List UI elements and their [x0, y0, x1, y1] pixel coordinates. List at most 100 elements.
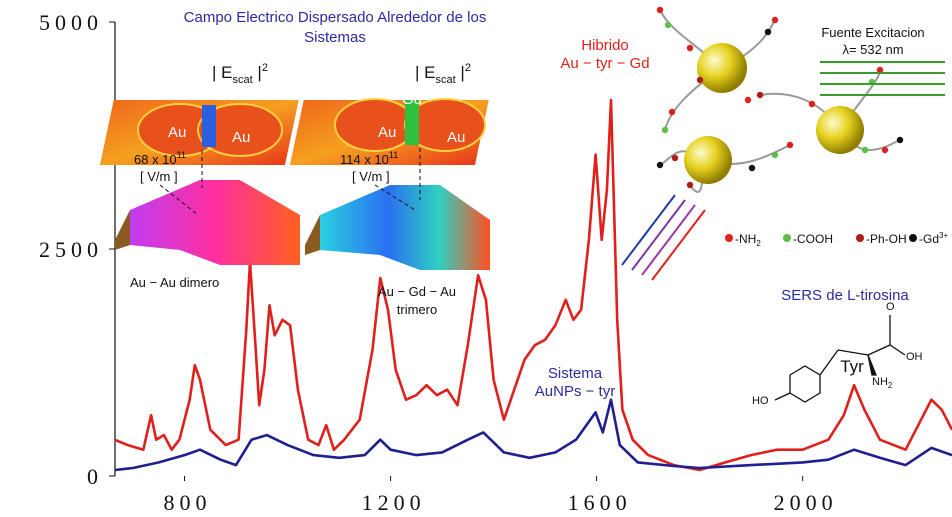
amine-sub: 2 — [888, 381, 893, 390]
series-label: Sistema — [548, 365, 603, 382]
group-dot — [656, 6, 664, 14]
group-dot — [696, 76, 704, 84]
group-text: -NH — [735, 232, 756, 246]
plot — [114, 98, 952, 472]
escat-text: | — [456, 63, 465, 82]
field-block-side — [115, 210, 130, 250]
escat-sup: 2 — [262, 62, 268, 74]
particle-label: Gd — [402, 91, 422, 108]
x-tick-label: 2000 — [774, 490, 838, 515]
series-label: Hibrido — [581, 37, 629, 54]
group-sub: 2 — [756, 239, 761, 248]
group-dot — [783, 234, 791, 242]
pointer — [159, 184, 199, 216]
group-dot — [661, 126, 669, 134]
group-dot — [668, 108, 676, 116]
bond — [889, 344, 906, 356]
field-value: 114 x 1011 — [340, 150, 398, 167]
series-line — [114, 398, 952, 472]
field-value: 68 x 1011 — [134, 150, 186, 167]
arrow — [651, 209, 706, 281]
pointer — [374, 184, 416, 211]
group-dots — [656, 6, 904, 189]
escat-text: | E — [212, 63, 232, 82]
group-dot — [748, 164, 756, 172]
particle-label: Au — [447, 129, 465, 146]
field-sup: 11 — [389, 150, 398, 160]
axes: 0 2500 5000 800 1200 1600 2000 — [39, 10, 838, 515]
particle-label: Au — [378, 124, 396, 141]
escat-sub: scat — [435, 74, 455, 86]
escat-text: | E — [415, 63, 435, 82]
wedge — [867, 354, 877, 376]
bond — [867, 344, 891, 356]
group-dot — [856, 234, 864, 242]
group-dot — [756, 91, 764, 99]
particle-label: Au — [168, 124, 186, 141]
series-label: AuNPs − tyr — [535, 383, 615, 400]
amine: NH — [872, 376, 888, 388]
source-label: Fuente Excitacion — [821, 25, 924, 40]
particle — [197, 103, 283, 157]
nanoparticle-diagram — [659, 9, 901, 193]
field-unit: [ V/m ] — [140, 169, 178, 184]
escat-sup: 2 — [465, 62, 471, 74]
field-unit: [ V/m ] — [352, 169, 390, 184]
particle-label: Au — [232, 129, 250, 146]
molecule-hydroxyl: OH — [906, 351, 923, 363]
gold-particle — [697, 43, 747, 93]
group-label: -Ph-OH — [866, 232, 907, 246]
excitation-arrows — [820, 61, 945, 96]
bond — [819, 349, 839, 376]
group-label: -COOH — [793, 232, 833, 246]
field-title: Campo Electrico Dispersado Alrededor de … — [184, 9, 487, 26]
group-legend: -NH2 -COOH -Ph-OH -Gd3+ — [725, 231, 948, 248]
group-dot — [876, 66, 884, 74]
group-dot — [744, 96, 752, 104]
escat-label: | Escat |2 — [415, 62, 471, 86]
source-label: λ= 532 nm — [842, 42, 903, 57]
series-line — [114, 98, 952, 472]
arrow — [641, 204, 696, 276]
series-label: Au − tyr − Gd — [560, 55, 649, 72]
field-block-side — [305, 215, 320, 255]
sers-title: SERS de L-tirosina — [781, 287, 909, 304]
escat-text: | — [253, 63, 262, 82]
group-label: -Gd3+ — [919, 231, 948, 246]
x-tick-label: 1200 — [362, 490, 426, 515]
group-text: -Gd — [919, 232, 939, 246]
group-dot — [725, 234, 733, 242]
group-dot — [808, 100, 816, 108]
chains — [659, 9, 901, 193]
field-title: Sistemas — [304, 29, 366, 46]
molecule — [774, 315, 906, 403]
group-dot — [686, 44, 694, 52]
x-tick-label: 800 — [164, 490, 212, 515]
y-tick-label: 0 — [87, 464, 103, 489]
group-dot — [881, 146, 889, 154]
hotspot — [405, 100, 419, 145]
group-dot — [664, 21, 672, 29]
gold-particle — [816, 106, 864, 154]
group-dot — [786, 141, 794, 149]
group-dot — [686, 181, 694, 189]
trimer-inset — [289, 98, 490, 270]
dimer-inset — [99, 100, 300, 265]
arrow — [621, 194, 676, 266]
group-sup: 3+ — [939, 231, 948, 240]
group-label: -NH2 — [735, 232, 761, 248]
group-dot — [671, 154, 679, 162]
ring — [789, 365, 821, 403]
hotspot — [202, 105, 216, 147]
trimer-caption: trimero — [397, 302, 437, 317]
molecule-name: Tyr — [840, 357, 864, 376]
field-block — [130, 180, 300, 265]
escat-label: | Escat |2 — [212, 62, 268, 86]
field-text: 114 x 10 — [340, 152, 389, 167]
arrow — [631, 199, 686, 271]
group-dot — [771, 16, 779, 24]
group-dot — [896, 136, 904, 144]
group-dot — [771, 151, 779, 159]
